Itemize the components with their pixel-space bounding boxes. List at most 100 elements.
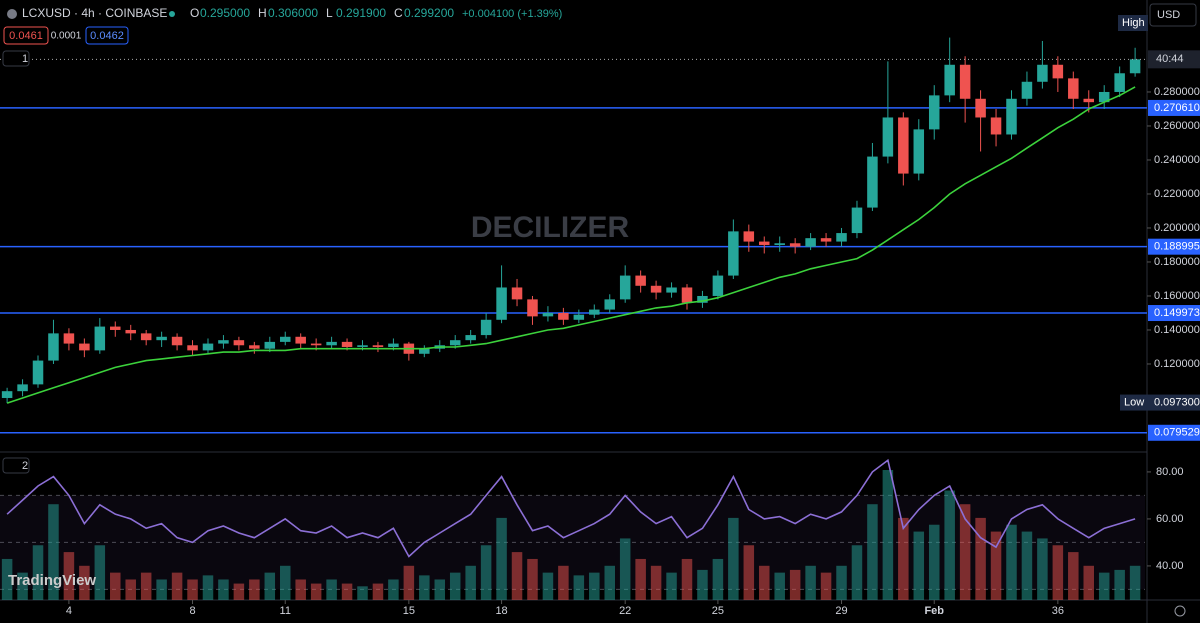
moving-average: [6, 86, 1136, 404]
volume-bar: [619, 538, 631, 600]
candle-body: [635, 275, 646, 286]
level-tag: [1148, 424, 1200, 441]
candle-body: [1083, 98, 1095, 103]
volume-bar: [542, 572, 554, 600]
currency[interactable]: USD: [1157, 9, 1180, 21]
volume-bar: [913, 531, 925, 600]
volume-bar: [836, 565, 847, 600]
volume-bar: [372, 583, 384, 600]
indicator-toggle[interactable]: [2, 50, 30, 67]
volume-bar: [573, 575, 585, 600]
volume-bar: [666, 572, 677, 600]
volume-bar: [867, 504, 878, 600]
x-tick-label: 11: [280, 605, 291, 617]
volume-bar: [975, 517, 986, 600]
volume-bar: [357, 586, 368, 600]
candle-body: [511, 287, 523, 300]
x-tick-label: 15: [403, 605, 415, 617]
candle-body: [1037, 64, 1048, 82]
volume-bar: [728, 517, 739, 600]
x-tick-label: 29: [835, 605, 847, 617]
ohlc-value: 0.299200: [404, 6, 454, 20]
candle-body: [666, 287, 677, 293]
buy-button[interactable]: [85, 26, 129, 45]
ohlc-label: H: [258, 6, 267, 20]
volume-bar: [511, 552, 523, 600]
candle-body: [1114, 73, 1125, 92]
indicator-toggle[interactable]: [2, 457, 30, 474]
candle-body: [1052, 64, 1064, 79]
indicator-count[interactable]: 1: [22, 53, 28, 65]
candle-body: [1068, 78, 1079, 99]
volume-bar: [1, 558, 13, 600]
volume-bar: [480, 545, 492, 600]
candle-body: [341, 341, 353, 347]
volume-bar: [48, 504, 59, 600]
candle-body: [542, 312, 554, 317]
volume-bar: [898, 517, 909, 600]
volume-bar: [1129, 565, 1141, 600]
candle-body: [975, 98, 986, 118]
candle-body: [465, 335, 476, 341]
volume-bar: [1021, 531, 1033, 600]
candle-body: [110, 326, 121, 330]
candle-body: [558, 312, 569, 320]
volume-bar: [635, 558, 646, 600]
currency-button[interactable]: [1149, 3, 1197, 27]
ohlc-label: L: [326, 6, 333, 20]
y-tick-label: 0.280000: [1154, 86, 1200, 98]
volume-bar: [419, 575, 430, 600]
volume-bar: [465, 565, 476, 600]
symbol-icon: [7, 9, 17, 19]
sell-price[interactable]: 0.0461: [9, 30, 43, 42]
ohlc-value: 0.306000: [268, 6, 318, 20]
candle-body: [419, 348, 430, 354]
high-tag: [1118, 15, 1148, 31]
candle-body: [449, 340, 461, 346]
candle-body: [171, 336, 183, 346]
candle-body: [1021, 81, 1033, 99]
volume-bar: [1098, 572, 1110, 600]
countdown-tag: [1148, 50, 1200, 69]
sell-button[interactable]: [3, 26, 49, 45]
change: +0.004100 (+1.39%): [462, 8, 562, 20]
candle-body: [728, 231, 739, 276]
settings-icon[interactable]: [1174, 605, 1186, 617]
candle-body: [898, 117, 909, 174]
volume-bar: [681, 558, 693, 600]
candle-body: [619, 275, 631, 300]
candle-body: [820, 238, 832, 242]
candle-body: [372, 345, 384, 347]
candle-body: [604, 299, 615, 310]
candle-body: [140, 333, 152, 341]
volume-bar: [79, 565, 90, 600]
volume-bar: [388, 579, 399, 600]
x-tick-label: 4: [66, 605, 72, 617]
candle-body: [1006, 98, 1017, 135]
low-value-tag: [1148, 394, 1200, 411]
volume-bar: [527, 558, 538, 600]
volume-bar: [279, 565, 291, 600]
y-tick-label: 0.220000: [1154, 188, 1200, 200]
candle-body: [527, 299, 538, 317]
candle-body: [218, 340, 229, 344]
ohlc-label: O: [190, 6, 199, 20]
candle-body: [326, 341, 337, 346]
volume-bar: [63, 552, 75, 600]
buy-price[interactable]: 0.0462: [90, 30, 124, 42]
rsi-tick-label: 80.00: [1156, 466, 1184, 478]
candle-body: [249, 345, 260, 349]
indicator-count[interactable]: 2: [22, 460, 28, 472]
candle-body: [388, 343, 399, 347]
market-status: [169, 11, 175, 17]
symbol[interactable]: LCXUSD · 4h · COINBASE: [22, 6, 167, 20]
candle-body: [774, 243, 785, 245]
candle-body: [743, 231, 755, 242]
volume-bar: [17, 572, 28, 600]
candle-body: [32, 360, 44, 385]
volume-bar: [341, 583, 353, 600]
candle-body: [913, 129, 925, 174]
candle-body: [125, 329, 136, 334]
volume-bar: [202, 575, 214, 600]
